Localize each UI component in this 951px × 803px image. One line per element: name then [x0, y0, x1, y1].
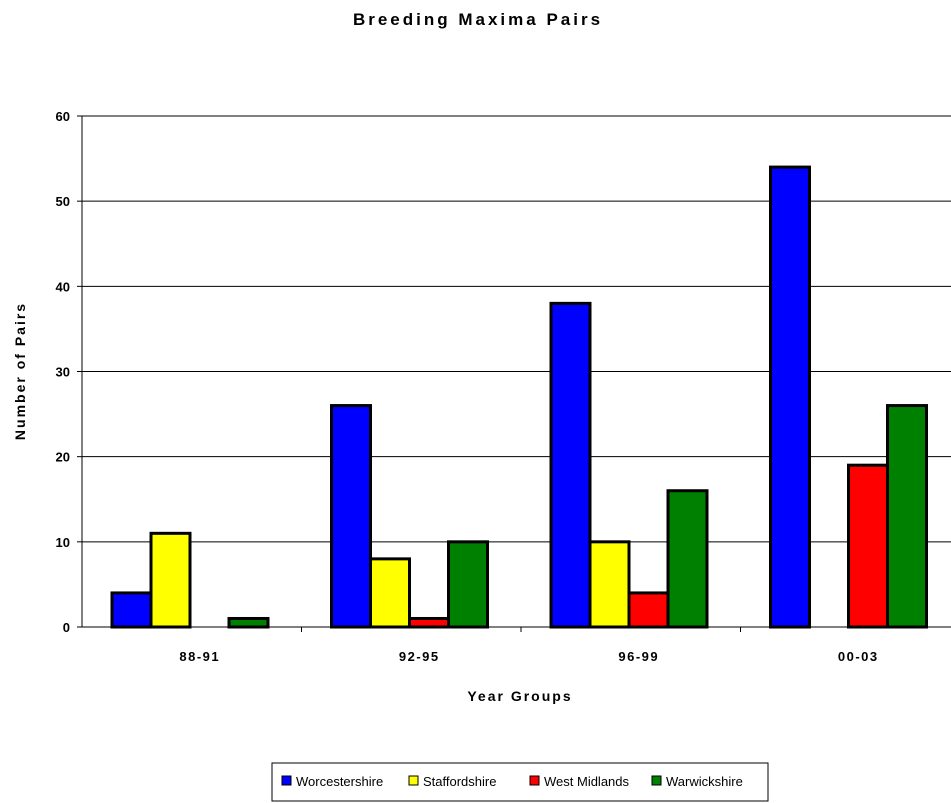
bar-staffordshire-88-91: [149, 531, 192, 629]
y-tick-label: 60: [56, 109, 70, 124]
bar-west-midlands-96-99: [627, 591, 670, 629]
legend-items: Worcestershire Staffordshire West Midlands…: [281, 774, 743, 789]
bar-staffordshire-96-99: [588, 540, 631, 629]
bar-west-midlands-92-95: [408, 616, 450, 629]
legend-label: West Midlands: [544, 774, 630, 789]
x-tick-label: 92-95: [399, 649, 440, 664]
bar-worcestershire-00-03: [769, 165, 811, 629]
bar-warwickshire-92-95: [447, 540, 489, 629]
x-tick-label: 88-91: [179, 649, 220, 664]
legend-swatch: [281, 775, 292, 786]
bar-west-midlands-00-03: [847, 463, 889, 629]
x-axis-label: Year Groups: [467, 688, 572, 704]
legend-label: Staffordshire: [423, 774, 496, 789]
legend-box: [271, 762, 769, 802]
bar-worcestershire-88-91: [110, 591, 153, 629]
bars: [110, 165, 928, 629]
legend-swatch: [651, 775, 662, 786]
legend-swatch: [529, 775, 540, 786]
legend-swatch: [408, 775, 419, 786]
bar-warwickshire-00-03: [886, 404, 928, 629]
bar-worcestershire-96-99: [549, 301, 592, 629]
legend: Worcestershire Staffordshire West Midlands…: [271, 762, 769, 802]
x-tick-label: 96-99: [618, 649, 659, 664]
bar-warwickshire-88-91: [227, 616, 270, 629]
legend-label: Worcestershire: [296, 774, 383, 789]
tick-labels: 0 10 20 30 40 50 60 88-91 92-95 96-99 00-03: [56, 109, 879, 664]
y-tick-label: 20: [56, 450, 70, 465]
axes: [77, 115, 951, 632]
y-tick-label: 10: [56, 535, 70, 550]
bar-worcestershire-92-95: [330, 404, 372, 629]
y-tick-label: 30: [56, 365, 70, 380]
gridlines: [82, 115, 951, 543]
y-tick-label: 0: [63, 620, 70, 635]
bar-warwickshire-96-99: [666, 489, 709, 629]
y-axis-label: Number of Pairs: [12, 302, 28, 440]
y-tick-label: 50: [56, 194, 70, 209]
bar-staffordshire-92-95: [369, 557, 411, 629]
y-tick-label: 40: [56, 279, 70, 294]
chart-title: Breeding Maxima Pairs: [353, 10, 603, 29]
x-tick-label: 00-03: [838, 649, 879, 664]
legend-label: Warwickshire: [666, 774, 743, 789]
